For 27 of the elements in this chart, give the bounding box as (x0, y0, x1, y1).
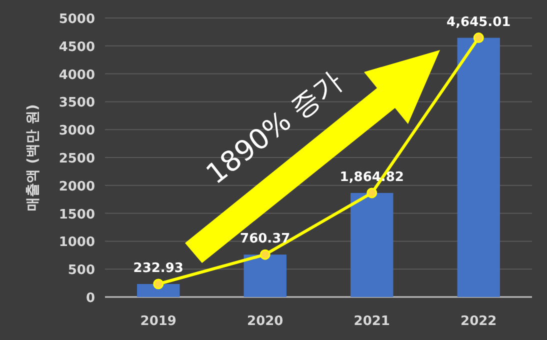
x-tick-label: 2022 (460, 314, 497, 329)
y-tick-label: 1500 (58, 207, 95, 222)
y-tick-label: 5000 (58, 12, 95, 27)
y-tick-label: 0 (86, 291, 95, 306)
y-tick-label: 2500 (58, 152, 95, 166)
y-tick-label: 4500 (58, 40, 95, 55)
point (153, 278, 164, 290)
data-label: 760.37 (240, 232, 290, 247)
point (473, 32, 484, 44)
data-label: 232.93 (133, 261, 184, 276)
y-axis-title: 매출액 (백만 원) (25, 104, 41, 211)
x-tick-label: 2020 (247, 314, 284, 329)
bar (244, 254, 286, 297)
y-tick-label: 500 (68, 263, 95, 278)
data-label: 4,645.01 (446, 14, 511, 30)
y-tick-label: 2000 (58, 179, 95, 194)
bar (457, 38, 500, 297)
x-tick-label: 2019 (140, 314, 176, 329)
y-tick-label: 4000 (58, 68, 95, 83)
y-tick-label: 3000 (58, 124, 95, 139)
bar (137, 284, 180, 297)
y-tick-label: 1000 (58, 235, 95, 250)
point (260, 249, 270, 260)
bar (350, 192, 394, 297)
point (366, 188, 378, 198)
x-tick-label: 2021 (354, 314, 390, 329)
y-tick-label: 3500 (58, 96, 95, 111)
